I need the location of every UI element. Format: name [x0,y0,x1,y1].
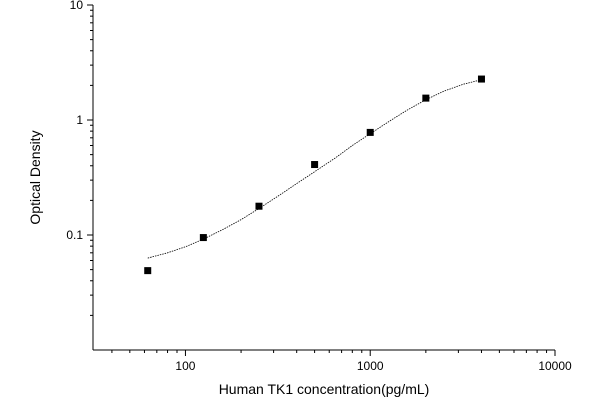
x-tick-label: 1000 [357,359,384,373]
x-tick-label: 10000 [538,359,572,373]
y-axis-title: Optical Density [27,130,43,224]
data-point [477,75,485,83]
data-point [422,94,430,102]
data-point [255,202,263,210]
y-tick-label: 0.1 [66,228,83,242]
x-axis-title: Human TK1 concentration(pg/mL) [219,381,430,397]
y-tick-label: 10 [70,0,84,12]
plot-area: 100 1000 10000 0.1 1 10 [66,0,572,373]
data-point [311,161,319,169]
y-tick-label: 1 [76,113,83,127]
data-point [366,128,374,136]
fit-curve-line [147,79,482,259]
x-tick-label: 100 [175,359,195,373]
data-point [144,267,152,275]
data-point [199,234,207,242]
